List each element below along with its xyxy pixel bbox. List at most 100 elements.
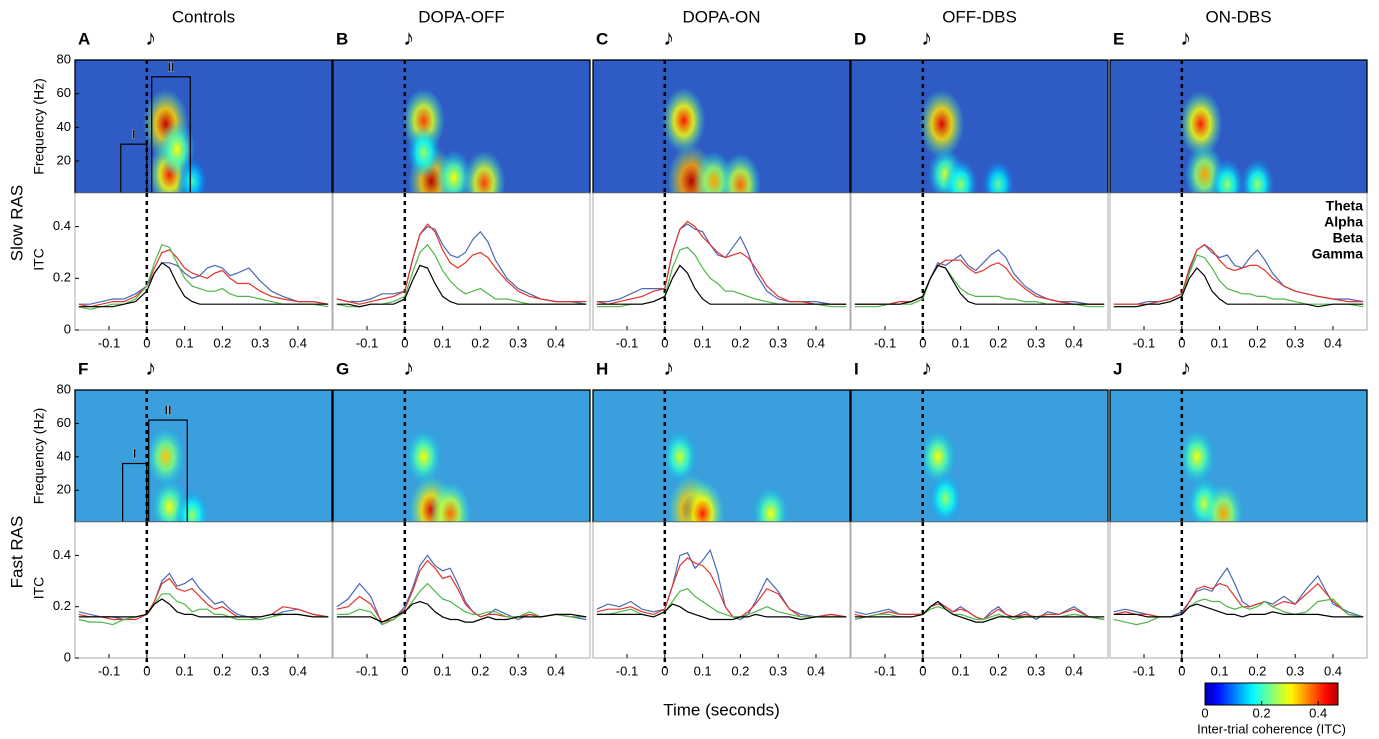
- x-tick-label: 0: [661, 335, 668, 350]
- panel-letter: A: [78, 29, 90, 48]
- heatmap-field: [919, 428, 963, 522]
- legend-entry: Gamma: [1312, 246, 1364, 262]
- cue-symbol: ♪: [1180, 355, 1191, 380]
- x-tick-label: 0: [401, 335, 408, 350]
- column-title: OFF-DBS: [942, 7, 1017, 26]
- itc-spot: [429, 482, 471, 522]
- itc-line: [596, 220, 847, 305]
- x-tick-label: 0.3: [251, 335, 269, 350]
- x-tick-label: 0.3: [769, 335, 787, 350]
- x-tick-label: 0.2: [471, 663, 489, 678]
- y-tick-label: 0: [64, 649, 71, 664]
- x-tick-label: 0.2: [471, 335, 489, 350]
- heatmap-background: [851, 390, 1108, 522]
- x-tick-label: 0.2: [213, 335, 231, 350]
- panel-letter: F: [78, 359, 88, 378]
- colorbar-tick-label: 0.2: [1253, 705, 1271, 720]
- itc-line: [596, 603, 847, 621]
- x-tick-label: 0.1: [176, 663, 194, 678]
- x-tick-label: 0.2: [731, 663, 749, 678]
- heatmap-field: [662, 87, 761, 193]
- itc-spot: [406, 126, 441, 179]
- plot-frame: [592, 192, 851, 331]
- y-tick-label: 0.4: [53, 218, 71, 233]
- x-tick-label: 0.1: [952, 335, 970, 350]
- itc-line: [1113, 603, 1364, 618]
- x-tick-label: 0.1: [176, 335, 194, 350]
- x-tick-label: 0.3: [251, 663, 269, 678]
- itc-line: [854, 264, 1105, 305]
- x-tick-label: 0.2: [1248, 663, 1266, 678]
- y-tick-label: 0.2: [53, 270, 71, 285]
- itc-spot: [752, 485, 789, 522]
- y-tick-label: 60: [57, 85, 71, 100]
- x-tick-label: 0.4: [1065, 663, 1083, 678]
- cue-symbol: ♪: [1180, 25, 1191, 50]
- x-tick-label: -0.1: [98, 663, 120, 678]
- panel-letter: B: [336, 29, 348, 48]
- cue-symbol: ♪: [663, 25, 674, 50]
- itc-line: [1113, 267, 1364, 308]
- x-tick-label: 0.1: [1211, 335, 1229, 350]
- x-tick-label: 0: [143, 663, 150, 678]
- window-label: II: [164, 403, 171, 418]
- x-tick-label: 0.1: [434, 335, 452, 350]
- x-tick-label: -0.1: [1133, 335, 1155, 350]
- itc-line: [854, 259, 1105, 305]
- x-tick-label: 0.4: [1324, 335, 1342, 350]
- itc-line: [854, 600, 1105, 623]
- itc-spot: [1178, 428, 1216, 485]
- x-tick-label: -0.1: [616, 663, 638, 678]
- plot-frame: [74, 521, 333, 659]
- itc-spot: [928, 472, 963, 522]
- x-tick-label: 0.1: [1211, 663, 1229, 678]
- itc-spot: [662, 87, 706, 154]
- column-title: ON-DBS: [1205, 7, 1271, 26]
- itc-spot: [176, 157, 208, 193]
- heatmap-field: [919, 89, 1015, 193]
- x-tick-label: 0.2: [731, 335, 749, 350]
- window-label: II: [167, 59, 174, 74]
- x-tick-label: 0.3: [1027, 335, 1045, 350]
- x-tick-label: 0: [919, 663, 926, 678]
- x-tick-label: 0.1: [434, 663, 452, 678]
- y-tick-label: 80: [57, 381, 71, 396]
- itc-spot: [1240, 158, 1275, 193]
- x-tick-label: 0: [919, 335, 926, 350]
- colorbar: [1204, 682, 1339, 706]
- x-tick-label: 0.4: [289, 663, 307, 678]
- itc-spot: [1203, 483, 1244, 522]
- y-axis-label: ITC: [31, 248, 47, 271]
- legend-entry: Theta: [1326, 198, 1364, 214]
- panel-letter: G: [336, 359, 349, 378]
- column-title: Controls: [172, 7, 235, 26]
- itc-spot: [919, 428, 957, 485]
- heatmap-field: [402, 88, 506, 193]
- plot-frame: [1109, 192, 1368, 331]
- legend-entry: Alpha: [1324, 214, 1363, 230]
- x-tick-label: 0.2: [989, 335, 1007, 350]
- y-tick-label: 0.2: [53, 598, 71, 613]
- x-tick-label: 0: [1178, 663, 1185, 678]
- itc-spot: [719, 153, 761, 193]
- x-tick-label: 0.2: [989, 663, 1007, 678]
- colorbar-label: Inter-trial coherence (ITC): [1197, 721, 1346, 736]
- x-tick-label: 0.3: [769, 663, 787, 678]
- heatmap-field: [1179, 90, 1275, 193]
- itc-spot: [680, 480, 725, 522]
- row-label: Fast RAS: [7, 516, 26, 589]
- x-tick-label: 0.4: [547, 335, 565, 350]
- x-tick-label: -0.1: [356, 335, 378, 350]
- itc-line: [78, 249, 329, 308]
- x-tick-label: 0.4: [547, 663, 565, 678]
- heatmap-background: [851, 60, 1108, 193]
- panel-letter: E: [1113, 29, 1124, 48]
- y-axis-label: Frequency (Hz): [31, 408, 47, 504]
- y-tick-label: 20: [57, 482, 71, 497]
- x-tick-label: 0.2: [213, 663, 231, 678]
- window-label: I: [133, 446, 137, 461]
- x-tick-label: 0.2: [1248, 335, 1266, 350]
- column-title: DOPA-OFF: [418, 7, 505, 26]
- y-tick-label: 80: [57, 51, 71, 66]
- plot-frame: [850, 521, 1109, 659]
